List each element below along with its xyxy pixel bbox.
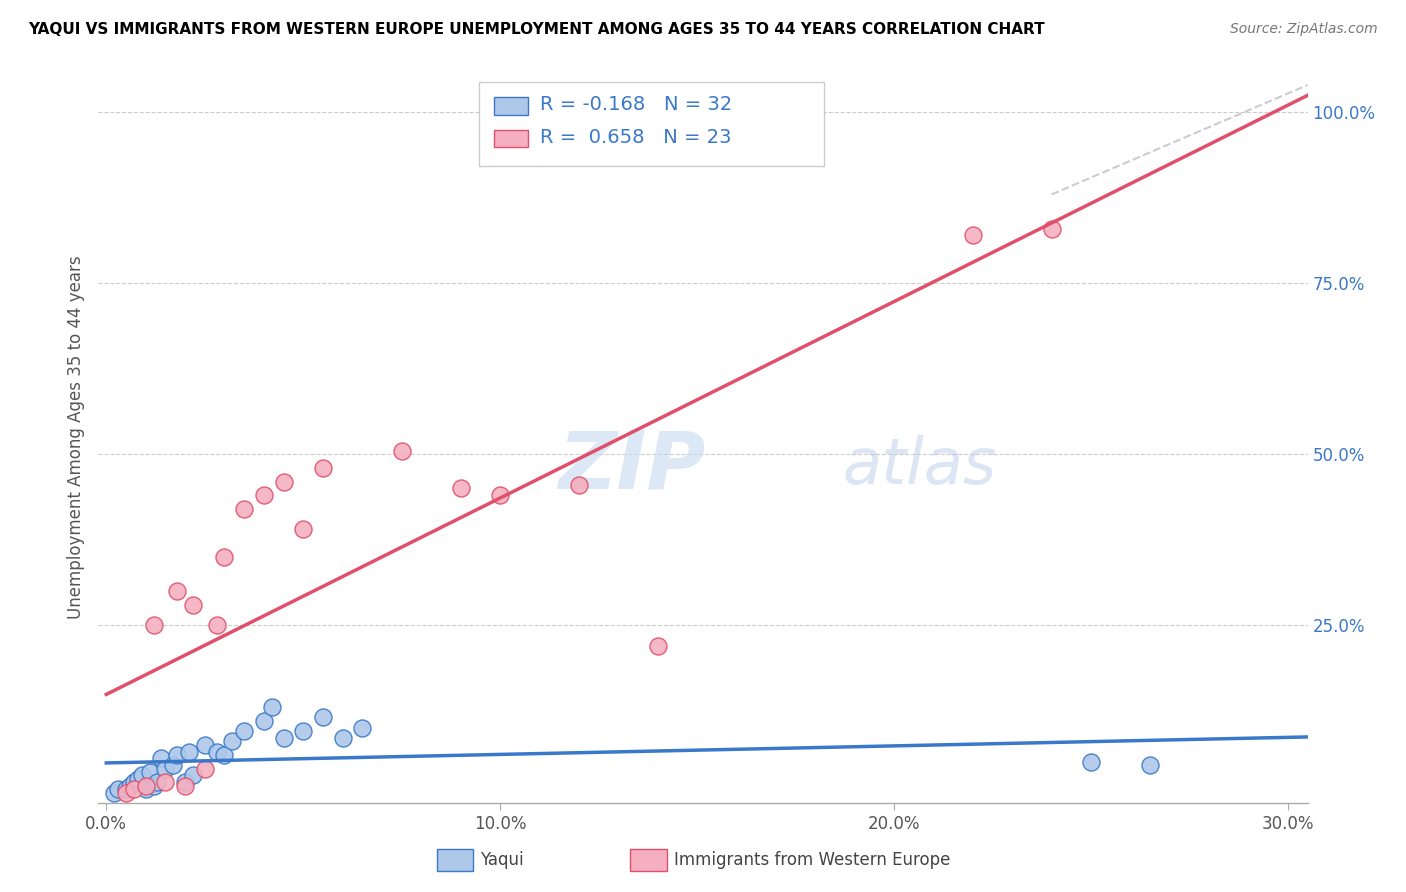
Point xyxy=(221,734,243,748)
Text: YAQUI VS IMMIGRANTS FROM WESTERN EUROPE UNEMPLOYMENT AMONG AGES 35 TO 44 YEARS C: YAQUI VS IMMIGRANTS FROM WESTERN EUROPE … xyxy=(28,22,1045,37)
Point xyxy=(332,731,354,745)
Point xyxy=(135,782,157,797)
Point xyxy=(127,772,149,786)
Point xyxy=(352,721,374,735)
FancyBboxPatch shape xyxy=(437,849,474,871)
Point xyxy=(450,481,472,495)
Point xyxy=(214,549,236,564)
FancyBboxPatch shape xyxy=(494,130,527,147)
Point xyxy=(135,779,157,793)
Point xyxy=(205,618,228,632)
Point xyxy=(155,775,177,789)
Point xyxy=(138,765,160,780)
Point xyxy=(122,775,145,789)
Point xyxy=(273,731,295,745)
Point xyxy=(233,724,256,739)
Point xyxy=(142,779,165,793)
Text: R = -0.168   N = 32: R = -0.168 N = 32 xyxy=(540,95,733,114)
Point xyxy=(312,710,335,724)
Point xyxy=(647,639,669,653)
Point xyxy=(292,724,315,739)
Point xyxy=(214,747,236,762)
Text: Immigrants from Western Europe: Immigrants from Western Europe xyxy=(673,851,950,869)
Point xyxy=(174,775,197,789)
Point xyxy=(253,488,276,502)
Point xyxy=(1080,755,1102,769)
Point xyxy=(115,782,138,797)
Point xyxy=(312,460,335,475)
Point xyxy=(150,751,173,765)
Point xyxy=(273,475,295,489)
Point xyxy=(122,782,145,797)
Text: R =  0.658   N = 23: R = 0.658 N = 23 xyxy=(540,128,731,146)
FancyBboxPatch shape xyxy=(630,849,666,871)
Point xyxy=(205,745,228,759)
Point xyxy=(253,714,276,728)
Point xyxy=(181,598,204,612)
Text: ZIP: ZIP xyxy=(558,427,706,506)
Y-axis label: Unemployment Among Ages 35 to 44 years: Unemployment Among Ages 35 to 44 years xyxy=(66,255,84,619)
Point xyxy=(174,779,197,793)
FancyBboxPatch shape xyxy=(479,82,824,167)
FancyBboxPatch shape xyxy=(494,97,527,114)
Point xyxy=(962,228,984,243)
Point xyxy=(194,762,217,776)
Point xyxy=(489,488,512,502)
Point xyxy=(115,786,138,800)
Point xyxy=(177,745,200,759)
Point xyxy=(181,768,204,782)
Point xyxy=(292,522,315,536)
Point xyxy=(233,501,256,516)
Point xyxy=(146,775,169,789)
Point xyxy=(391,443,413,458)
Point xyxy=(194,738,217,752)
Point xyxy=(1040,221,1063,235)
Point xyxy=(118,779,141,793)
Point xyxy=(131,768,153,782)
Point xyxy=(162,758,184,772)
Point xyxy=(103,786,125,800)
Point xyxy=(107,782,129,797)
Text: Source: ZipAtlas.com: Source: ZipAtlas.com xyxy=(1230,22,1378,37)
Point xyxy=(1139,758,1161,772)
Point xyxy=(260,700,283,714)
Point xyxy=(166,583,188,598)
Text: Yaqui: Yaqui xyxy=(481,851,524,869)
Point xyxy=(568,478,591,492)
Point xyxy=(166,747,188,762)
Point xyxy=(142,618,165,632)
Text: atlas: atlas xyxy=(842,435,997,498)
Point xyxy=(155,762,177,776)
